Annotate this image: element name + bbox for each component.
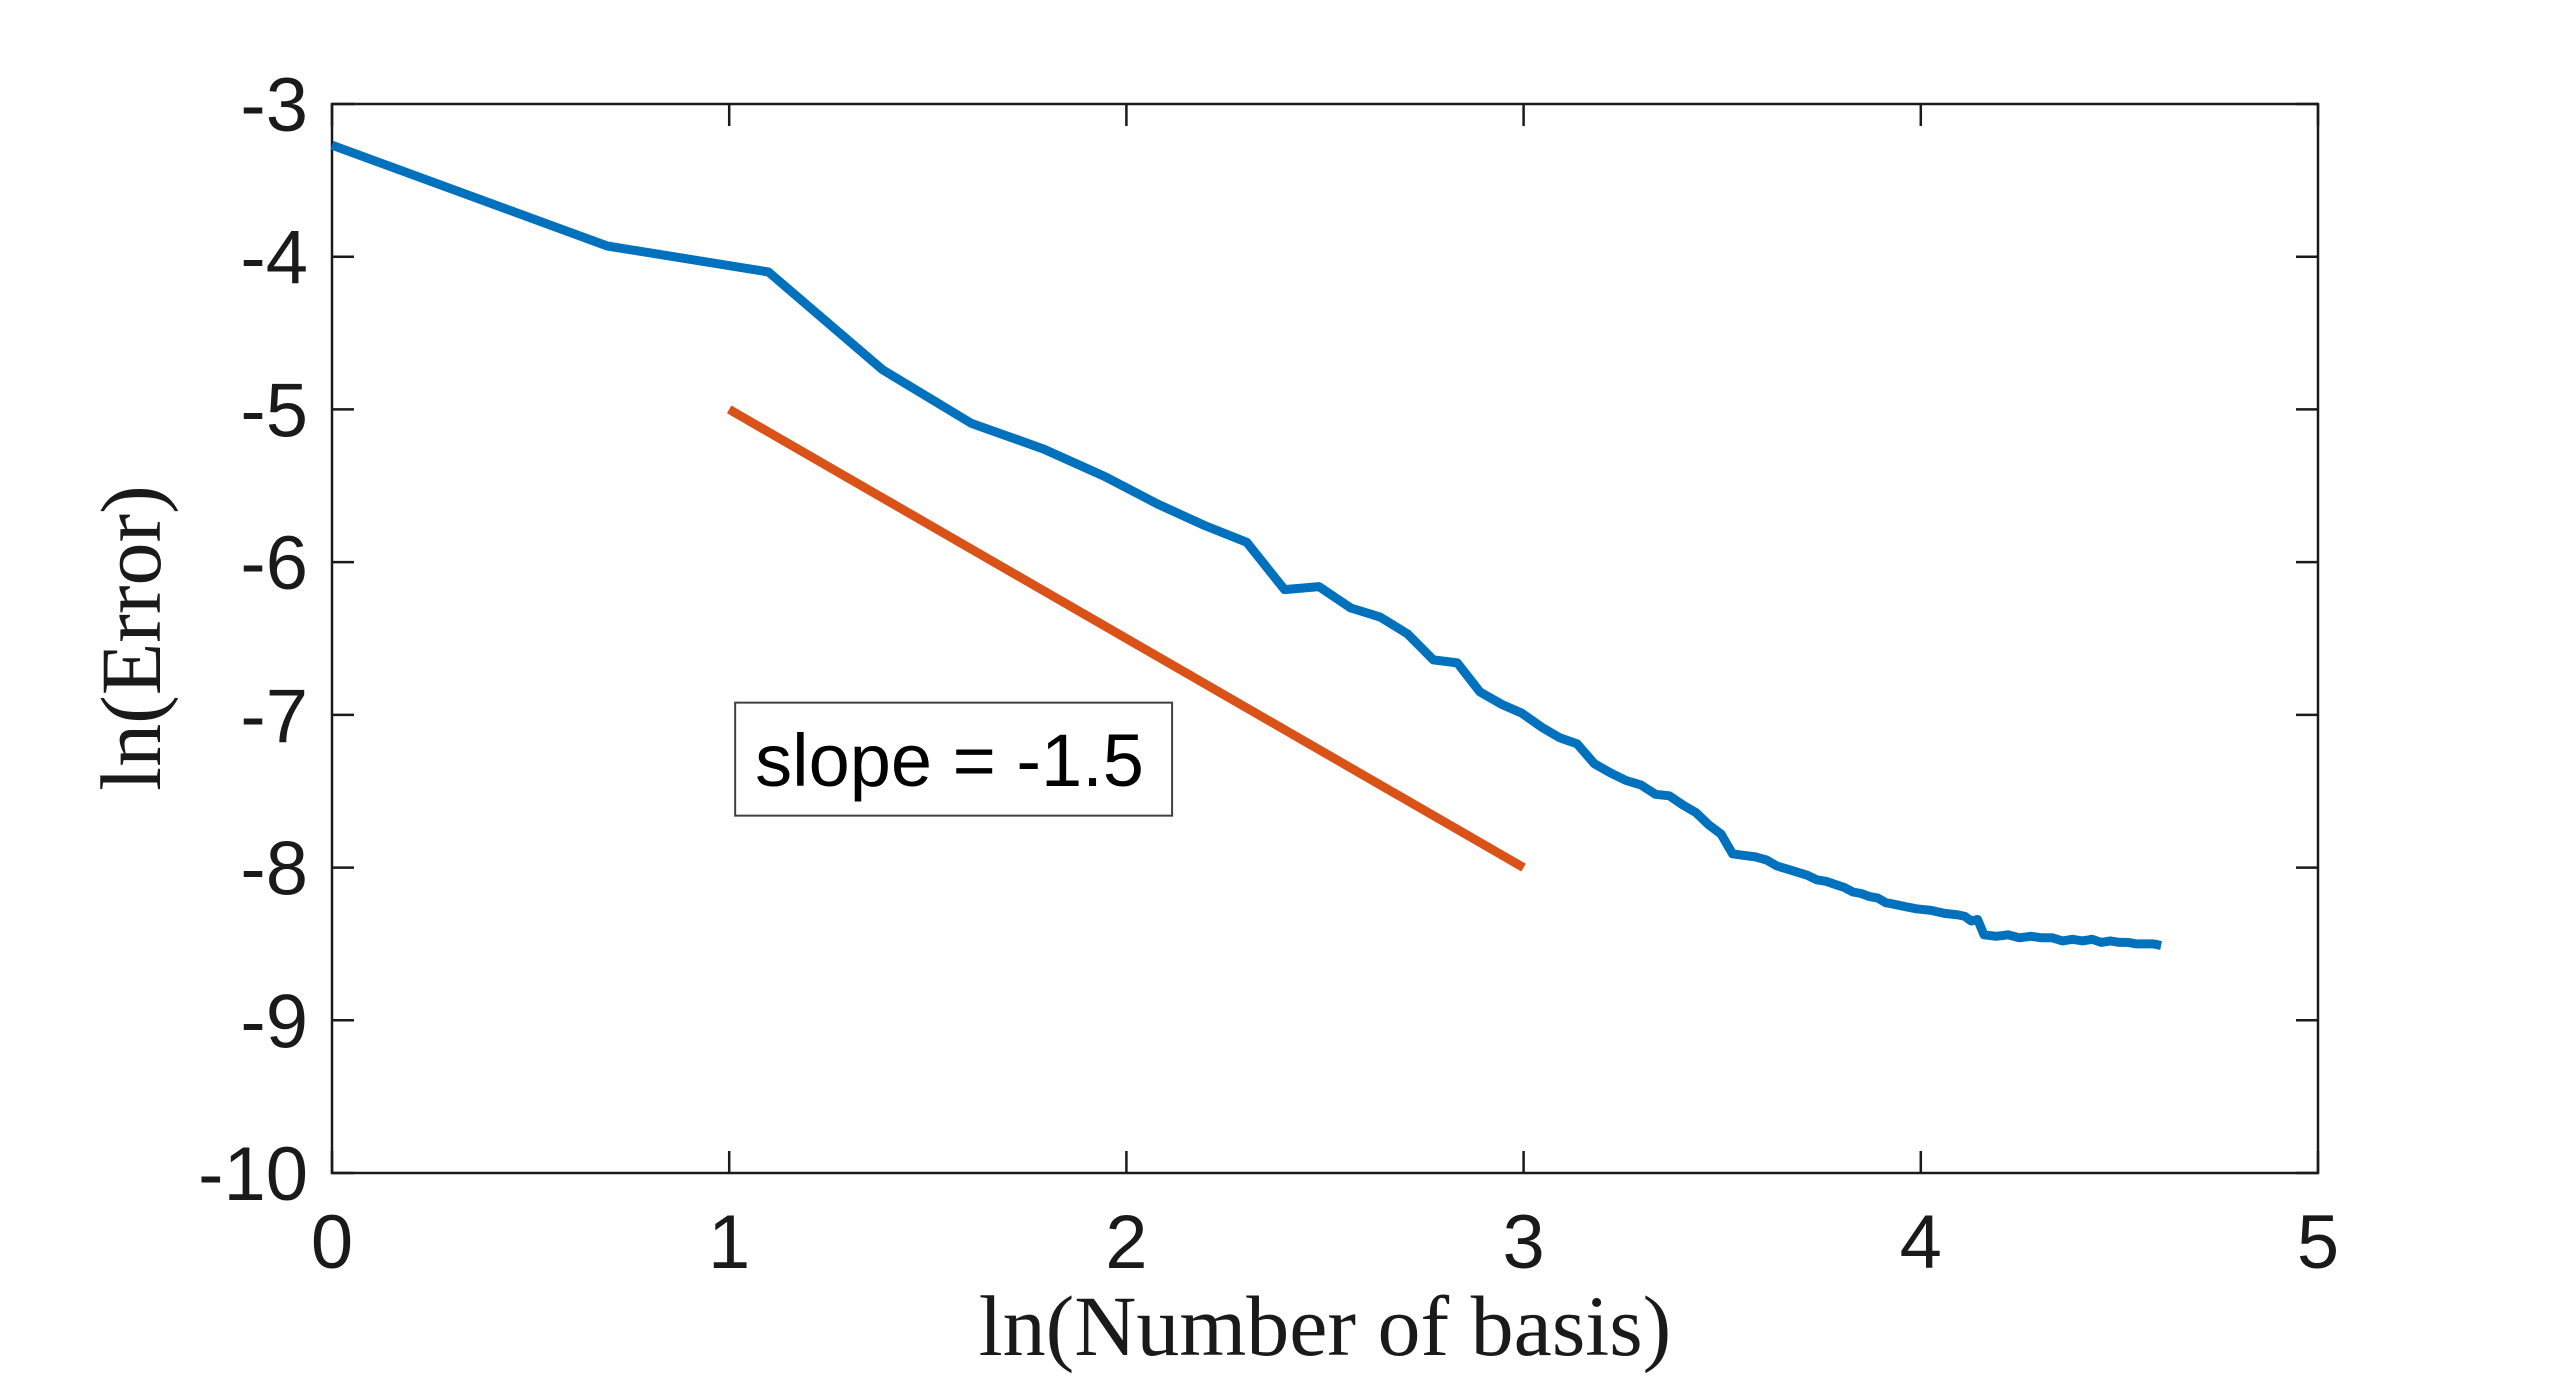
x-tick-labels: 0 1 2 3 4 5 xyxy=(311,1200,2339,1285)
slope-annotation-box xyxy=(734,701,1174,817)
y-tick-label: -8 xyxy=(240,827,308,912)
slope-annotation: slope = -1.5 xyxy=(734,701,1174,817)
series-group xyxy=(330,140,2162,950)
plot-box xyxy=(330,102,2320,1175)
error-line xyxy=(330,140,2162,950)
y-tick-label: -3 xyxy=(240,63,308,148)
x-axis-label: ln(Number of basis) xyxy=(979,1278,1672,1374)
y-tick-labels: -10 -9 -8 -7 -6 -5 -4 -3 xyxy=(198,63,308,1217)
x-tick-label: 5 xyxy=(2297,1200,2339,1285)
slope-annotation-text: slope = -1.5 xyxy=(755,719,1144,802)
y-tick-label: -4 xyxy=(240,216,308,301)
x-tick-label: 2 xyxy=(1105,1200,1147,1285)
y-tick-label: -10 xyxy=(198,1132,308,1217)
x-tick-label: 3 xyxy=(1502,1200,1544,1285)
slope-reference-line xyxy=(726,405,1526,872)
x-tick-label: 1 xyxy=(708,1200,750,1285)
axis-ticks xyxy=(330,102,2320,1175)
y-tick-label: -5 xyxy=(240,368,308,453)
y-tick-label: -9 xyxy=(240,979,308,1064)
x-tick-label: 4 xyxy=(1900,1200,1942,1285)
y-tick-label: -7 xyxy=(240,674,308,759)
y-axis-label: ln(Error) xyxy=(83,485,179,791)
x-tick-label: 0 xyxy=(311,1200,353,1285)
y-tick-label: -6 xyxy=(240,521,308,606)
